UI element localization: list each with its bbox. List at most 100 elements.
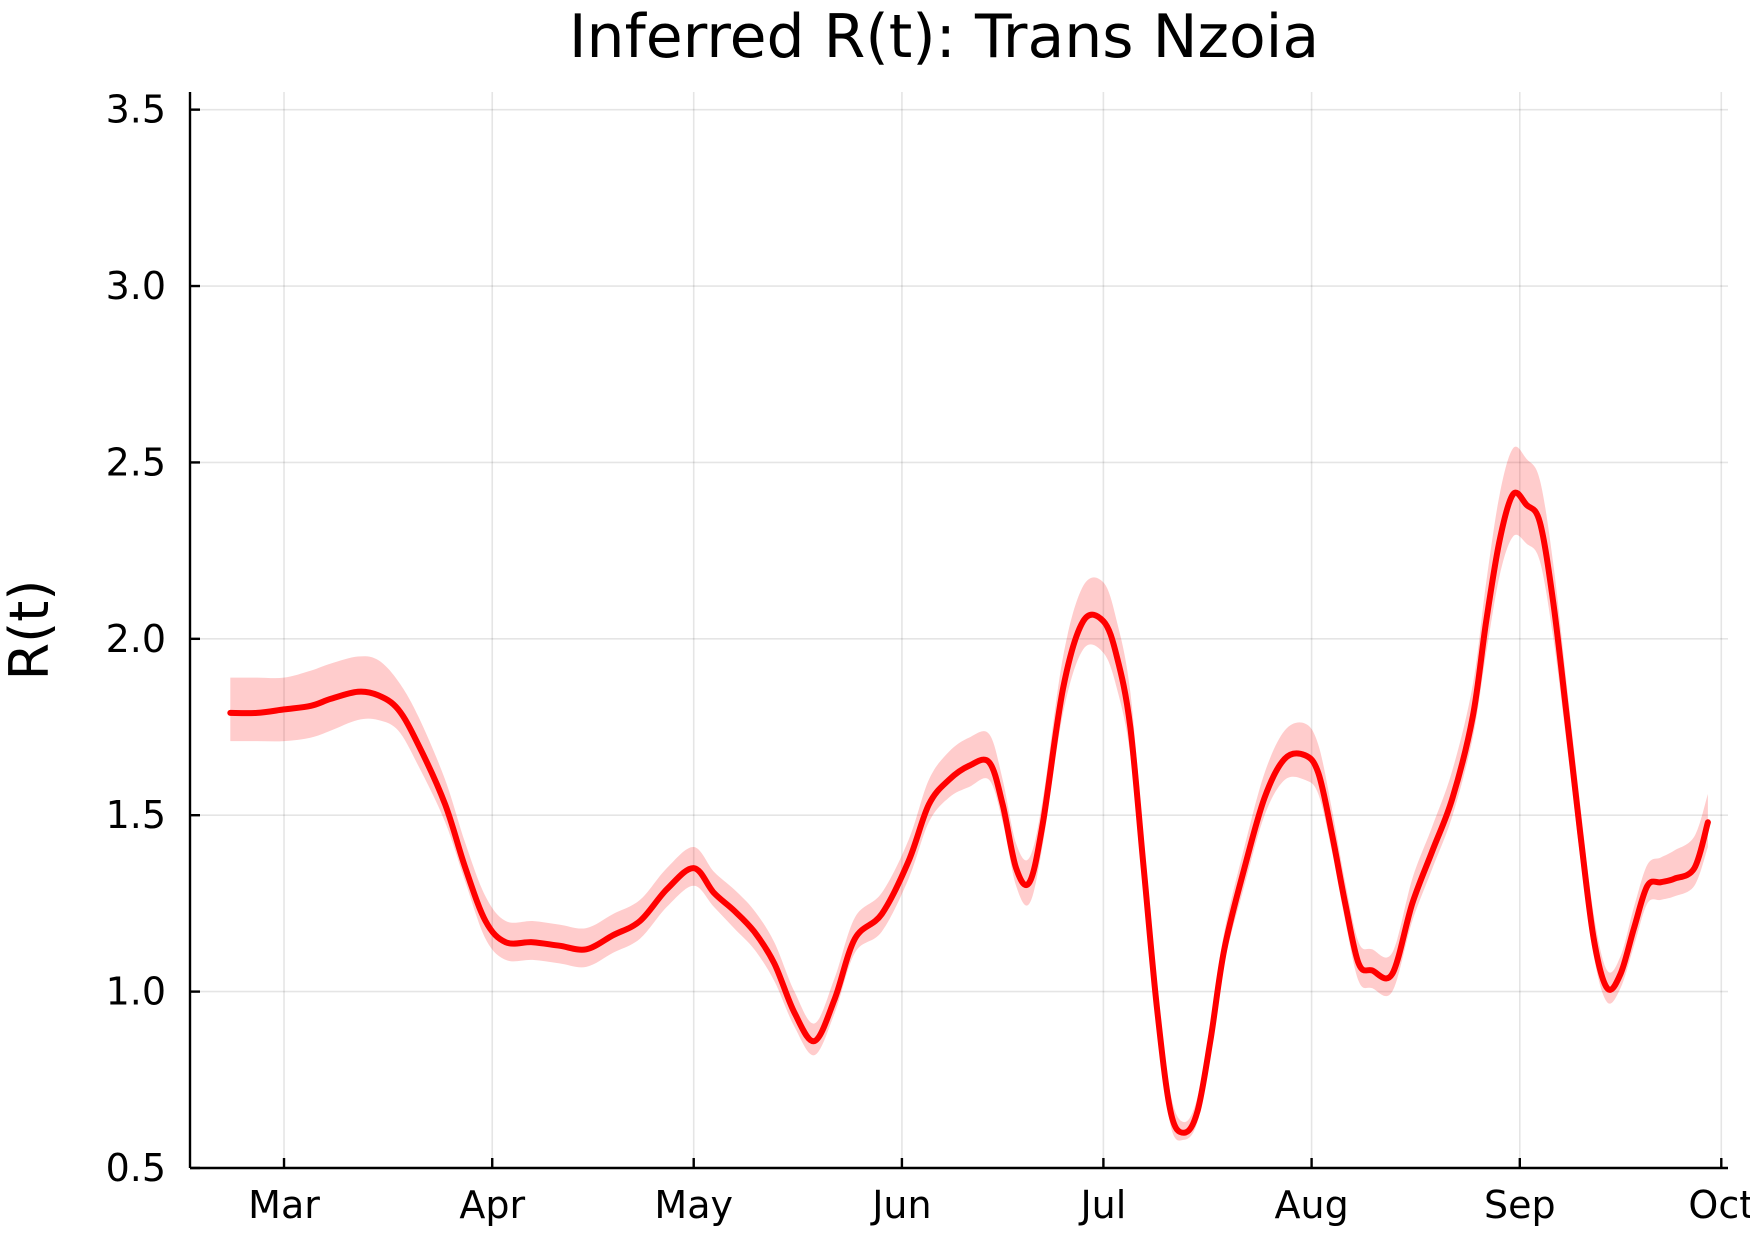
y-tick-label: 2.5 — [106, 440, 166, 484]
rt-data-point — [1659, 880, 1663, 884]
rt-data-point — [1169, 1110, 1173, 1114]
rt-data-point — [611, 933, 615, 937]
rt-data-point — [1471, 714, 1475, 718]
rt-data-point — [1330, 831, 1334, 835]
rt-data-point — [1538, 520, 1542, 524]
rt-data-point — [1565, 714, 1569, 718]
rt-data-point — [1101, 619, 1105, 623]
rt-data-point — [396, 707, 400, 711]
rt-data-point — [309, 704, 313, 708]
y-tick-label: 3.0 — [106, 264, 166, 308]
rt-data-point — [1357, 961, 1361, 965]
rt-data-point — [752, 930, 756, 934]
rt-data-point — [1692, 866, 1696, 870]
rt-data-point — [813, 1039, 817, 1043]
rt-data-point — [356, 690, 360, 694]
rt-data-point — [1645, 884, 1649, 888]
axis-layer: 0.5 1.0 1.5 2.0 2.5 3.0 3.5 Mar Apr May Jun Jul Aug S… — [106, 88, 1750, 1227]
rt-data-point — [1142, 866, 1146, 870]
rt-data-point — [1028, 880, 1032, 884]
rt-data-point — [1431, 849, 1435, 853]
rt-data-point — [1451, 796, 1455, 800]
rt-data-point — [1370, 968, 1374, 972]
rt-data-point — [927, 803, 931, 807]
rt-data-point — [638, 919, 642, 923]
rt-data-point — [1303, 753, 1307, 757]
rt-data-point — [772, 961, 776, 965]
rt-data-point — [584, 947, 588, 951]
rt-data-point — [1155, 1007, 1159, 1011]
rt-data-point — [1242, 866, 1246, 870]
x-tick-label: Jun — [870, 1183, 931, 1227]
rt-data-point — [1632, 926, 1636, 930]
y-tick-label: 3.5 — [106, 88, 166, 132]
rt-data-point — [1182, 1131, 1186, 1135]
rt-data-point — [1498, 538, 1502, 542]
chart-title: Inferred R(t): Trans Nzoia — [569, 2, 1319, 72]
rt-data-point — [1115, 655, 1119, 659]
rt-data-point — [443, 803, 447, 807]
rt-data-point — [947, 778, 951, 782]
rt-data-point — [1195, 1110, 1199, 1114]
y-tick-label: 1.5 — [106, 793, 166, 837]
y-axis-label: R(t) — [0, 580, 61, 681]
rt-data-point — [329, 697, 333, 701]
rt-data-point — [833, 997, 837, 1001]
x-tick-label: Jul — [1078, 1183, 1126, 1227]
x-tick-label: Oct — [1688, 1183, 1750, 1227]
rt-data-point — [1041, 820, 1045, 824]
rt-data-point — [1484, 619, 1488, 623]
y-tick-label: 1.0 — [106, 970, 166, 1014]
rt-data-point — [712, 891, 716, 895]
rt-data-point — [1316, 771, 1320, 775]
rt-data-point — [853, 937, 857, 941]
rt-data-point — [416, 743, 420, 747]
rt-data-point — [1001, 803, 1005, 807]
rt-data-point — [1410, 901, 1414, 905]
x-tick-label: Sep — [1484, 1183, 1556, 1227]
rt-data-point — [376, 693, 380, 697]
confidence-band — [230, 446, 1708, 1141]
rt-data-point — [1209, 1036, 1213, 1040]
rt-data-point — [1014, 866, 1018, 870]
rt-data-point — [987, 760, 991, 764]
rt-data-point — [228, 711, 232, 715]
rt-data-point — [1222, 947, 1226, 951]
rt-data-point — [1578, 831, 1582, 835]
rt-data-point — [1390, 972, 1394, 976]
x-tick-label: Aug — [1274, 1183, 1348, 1227]
rt-data-point — [463, 866, 467, 870]
line-layer — [227, 489, 1711, 1136]
y-tick-label: 2.0 — [106, 617, 166, 661]
rt-data-point — [1592, 937, 1596, 941]
rt-data-point — [1263, 796, 1267, 800]
band-layer — [230, 446, 1708, 1141]
rt-data-point — [793, 1011, 797, 1015]
rt-data-point — [967, 764, 971, 768]
rt-data-point — [1283, 757, 1287, 761]
rt-data-point — [255, 711, 259, 715]
rt-data-point — [531, 940, 535, 944]
rt-data-point — [1511, 492, 1515, 496]
rt-data-point — [692, 866, 696, 870]
rt-data-point — [282, 707, 286, 711]
x-tick-label: May — [654, 1183, 733, 1227]
grid-layer — [190, 92, 1728, 1169]
rt-series-line — [227, 489, 1711, 1136]
rt-data-point — [1551, 602, 1555, 606]
rt-data-point — [880, 912, 884, 916]
rt-data-point — [484, 919, 488, 923]
rt-data-point — [1706, 820, 1710, 824]
rt-data-point — [732, 909, 736, 913]
rt-data-point — [1605, 986, 1609, 990]
rt-data-point — [907, 859, 911, 863]
rt-data-point — [1525, 503, 1529, 507]
rt-data-point — [504, 940, 508, 944]
x-tick-label: Mar — [248, 1183, 320, 1227]
rt-data-point — [665, 887, 669, 891]
rt-data-point — [557, 944, 561, 948]
rt-data-point — [1619, 972, 1623, 976]
rt-data-point — [1343, 901, 1347, 905]
rt-data-point — [1672, 877, 1676, 881]
